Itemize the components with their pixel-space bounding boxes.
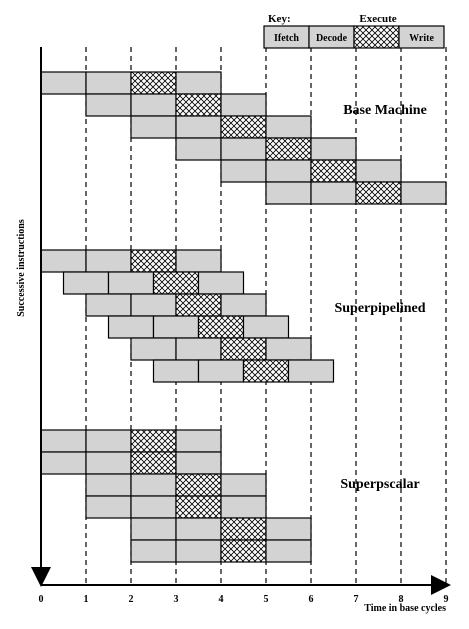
- stage-write: [221, 294, 266, 316]
- stage-decode: [131, 294, 176, 316]
- stage-decode: [86, 452, 131, 474]
- x-tick-label: 5: [264, 594, 269, 605]
- stage-execute: [199, 316, 244, 338]
- key-stage-label: Decode: [316, 33, 348, 44]
- stage-ifetch: [266, 182, 311, 204]
- stage-execute: [244, 360, 289, 382]
- x-tick-label: 4: [219, 594, 224, 605]
- section-label: Base Machine: [343, 103, 427, 118]
- x-tick-label: 3: [174, 594, 179, 605]
- key-box-execute: [354, 26, 399, 48]
- key-label: Key:: [268, 13, 291, 25]
- stage-execute: [221, 540, 266, 562]
- stage-decode: [86, 430, 131, 452]
- stage-execute: [311, 160, 356, 182]
- key-stage-label: Ifetch: [274, 33, 299, 44]
- stage-decode: [109, 272, 154, 294]
- section-label: Superpipelined: [334, 301, 425, 316]
- stage-ifetch: [176, 138, 221, 160]
- stage-ifetch: [41, 250, 86, 272]
- stage-write: [221, 474, 266, 496]
- stage-ifetch: [41, 452, 86, 474]
- stage-write: [311, 138, 356, 160]
- x-axis-label: Time in base cycles: [364, 603, 446, 614]
- section-label: Superpscalar: [340, 477, 419, 492]
- stage-decode: [176, 116, 221, 138]
- stage-ifetch: [86, 474, 131, 496]
- stage-execute: [356, 182, 401, 204]
- stage-ifetch: [64, 272, 109, 294]
- stage-ifetch: [131, 540, 176, 562]
- stage-ifetch: [221, 160, 266, 182]
- stage-decode: [86, 250, 131, 272]
- stage-ifetch: [154, 360, 199, 382]
- stage-ifetch: [131, 116, 176, 138]
- stage-write: [221, 94, 266, 116]
- pipeline-sections: Base Machine Superpipelined Superpscalar: [41, 72, 446, 562]
- stage-write: [266, 540, 311, 562]
- key-execute-label: Execute: [359, 13, 396, 25]
- stage-decode: [154, 316, 199, 338]
- stage-execute: [154, 272, 199, 294]
- stage-execute: [131, 72, 176, 94]
- x-tick-label: 7: [354, 594, 359, 605]
- stage-decode: [131, 496, 176, 518]
- stage-write: [266, 338, 311, 360]
- stage-decode: [221, 138, 266, 160]
- x-tick-label: 0: [39, 594, 44, 605]
- stage-execute: [131, 430, 176, 452]
- stage-ifetch: [41, 430, 86, 452]
- stage-decode: [266, 160, 311, 182]
- stage-write: [176, 430, 221, 452]
- section-superpscalar: Superpscalar: [41, 430, 420, 562]
- stage-execute: [221, 518, 266, 540]
- stage-decode: [86, 72, 131, 94]
- stage-execute: [131, 250, 176, 272]
- section-superpipelined: Superpipelined: [41, 250, 426, 382]
- stage-decode: [176, 540, 221, 562]
- stage-write: [266, 116, 311, 138]
- stage-decode: [311, 182, 356, 204]
- stage-write: [176, 452, 221, 474]
- stage-execute: [176, 496, 221, 518]
- stage-execute: [266, 138, 311, 160]
- key-legend: Key: Execute Ifetch Decode Write: [264, 13, 444, 48]
- y-axis-label: Successive instructions: [16, 219, 27, 317]
- stage-write: [266, 518, 311, 540]
- stage-execute: [176, 94, 221, 116]
- stage-write: [221, 496, 266, 518]
- stage-ifetch: [86, 294, 131, 316]
- stage-ifetch: [131, 518, 176, 540]
- stage-execute: [176, 474, 221, 496]
- x-tick-label: 2: [129, 594, 134, 605]
- stage-decode: [176, 338, 221, 360]
- stage-write: [244, 316, 289, 338]
- stage-execute: [131, 452, 176, 474]
- x-tick-label: 6: [309, 594, 314, 605]
- stage-write: [176, 250, 221, 272]
- stage-write: [401, 182, 446, 204]
- stage-execute: [221, 338, 266, 360]
- stage-decode: [131, 94, 176, 116]
- stage-ifetch: [86, 496, 131, 518]
- stage-write: [356, 160, 401, 182]
- stage-decode: [176, 518, 221, 540]
- section-base-machine: Base Machine: [41, 72, 446, 204]
- stage-write: [199, 272, 244, 294]
- stage-execute: [176, 294, 221, 316]
- stage-write: [289, 360, 334, 382]
- stage-decode: [131, 474, 176, 496]
- stage-ifetch: [109, 316, 154, 338]
- stage-ifetch: [41, 72, 86, 94]
- stage-ifetch: [86, 94, 131, 116]
- x-tick-label: 1: [84, 594, 89, 605]
- key-stage-label: Write: [409, 33, 434, 44]
- stage-write: [176, 72, 221, 94]
- stage-ifetch: [131, 338, 176, 360]
- stage-execute: [221, 116, 266, 138]
- stage-decode: [199, 360, 244, 382]
